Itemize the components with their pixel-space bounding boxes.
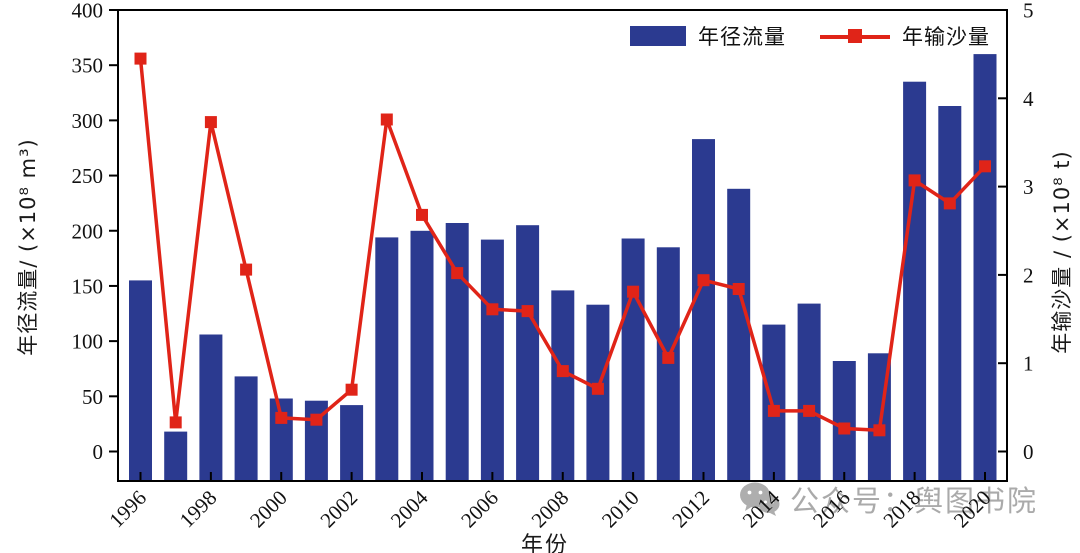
sediment-marker-2013 [732,283,745,295]
sediment-marker-2008 [556,365,569,378]
sediment-marker-2016 [838,422,851,435]
legend-runoff-label: 年径流量 [698,25,786,49]
legend-item-runoff: 年径流量 [630,21,786,51]
x-tick-label-2004: 2004 [386,485,433,532]
watermark-text: 公众号：舆图书院 [790,484,1039,518]
sediment-marker-2019 [943,197,956,210]
svg-text:300: 300 [72,109,104,133]
x-tick-label-2016: 2016 [808,486,855,533]
runoff-bar-2011 [656,247,680,481]
sediment-marker-2002 [345,383,358,396]
runoff-bar-2006 [480,239,504,481]
svg-text:350: 350 [72,54,104,78]
svg-text:400: 400 [72,0,104,23]
runoff-bar-2003 [375,237,399,481]
x-tick-label-2010: 2010 [597,486,644,533]
sediment-marker-2006 [486,303,499,316]
x-tick-label-1996: 1996 [104,486,151,533]
sediment-markers [134,52,991,437]
runoff-bar-2013 [727,188,751,482]
x-tick-label-2002: 2002 [315,486,362,533]
runoff-bar-1997 [164,431,188,481]
svg-text:0: 0 [93,440,104,464]
runoff-bar-2019 [938,106,962,481]
sediment-marker-1996 [134,52,147,65]
x-tick-label-2008: 2008 [527,486,574,533]
sediment-marker-2010 [627,285,640,298]
sediment-marker-1998 [204,116,217,129]
runoff-bar-1996 [129,280,152,481]
legend: 年径流量 年输沙量 [630,21,990,51]
svg-text:50: 50 [82,385,103,409]
legend-sediment-label: 年输沙量 [902,25,990,49]
sediment-marker-2001 [310,413,323,426]
y-axis-left: 0 50 100 150 200 250 300 350 400 [72,0,118,464]
y-axis-title-right: 年输沙量 / (×10⁸ t) [1050,150,1074,354]
runoff-bar-1998 [199,334,223,481]
runoff-bars [129,54,997,482]
sediment-marker-2004 [416,208,428,221]
runoff-bar-2008 [551,290,575,481]
sediment-marker-2015 [803,404,816,417]
runoff-bar-2005 [445,223,469,481]
runoff-bar-2002 [340,405,364,481]
sediment-marker-2011 [662,351,675,364]
svg-text:2: 2 [1023,263,1034,287]
x-tick-label-2020: 2020 [949,486,996,533]
x-tick-label-2014: 2014 [738,485,785,532]
svg-text:100: 100 [72,330,104,354]
x-tick-label-2000: 2000 [245,486,292,533]
svg-text:1: 1 [1023,352,1034,376]
sediment-marker-1997 [169,416,182,429]
svg-text:5: 5 [1023,0,1034,23]
x-axis-title: 年份 [520,533,570,553]
x-tick-label-2018: 2018 [878,486,925,533]
sediment-marker-2017 [873,424,886,437]
sediment-marker-2007 [521,305,534,318]
runoff-swatch [630,26,686,46]
svg-text:150: 150 [72,274,104,298]
watermark: 公众号：舆图书院 [738,478,1038,520]
sediment-marker-2003 [380,113,393,126]
x-tick-label-1998: 1998 [175,486,222,533]
svg-text:0: 0 [1023,440,1034,464]
sediment-marker-2020 [979,160,991,173]
runoff-bar-2010 [621,238,645,481]
sediment-swatch [820,26,890,46]
x-tick-label-2006: 2006 [456,486,503,533]
sediment-marker-2018 [908,174,921,187]
sediment-marker-2005 [451,267,464,280]
svg-text:4: 4 [1023,87,1034,111]
sediment-marker-swatch [848,29,862,43]
runoff-bar-2016 [832,361,856,481]
wechat-icon [740,482,780,516]
runoff-bar-2020 [973,54,997,481]
x-tick-label-2012: 2012 [667,486,714,533]
runoff-bar-2012 [692,139,715,481]
legend-item-sediment: 年输沙量 [786,21,990,51]
svg-text:3: 3 [1023,175,1034,199]
sediment-marker-2009 [591,382,604,395]
runoff-bar-2018 [903,81,927,481]
svg-text:200: 200 [72,219,104,243]
runoff-bar-2004 [410,230,434,482]
sediment-marker-2014 [767,404,780,417]
runoff-bar-1999 [234,376,258,481]
sediment-marker-2012 [697,274,710,287]
runoff-bar-2014 [762,324,786,481]
y-axis-right: 0 1 2 3 4 5 [998,0,1034,464]
y-axis-title-left: 年径流量/ (×10⁸ m³) [16,138,40,356]
runoff-bar-2015 [797,303,821,481]
sediment-marker-1999 [240,263,253,276]
svg-text:250: 250 [72,164,104,188]
sediment-marker-2000 [275,411,288,424]
runoff-bar-2007 [516,225,540,481]
